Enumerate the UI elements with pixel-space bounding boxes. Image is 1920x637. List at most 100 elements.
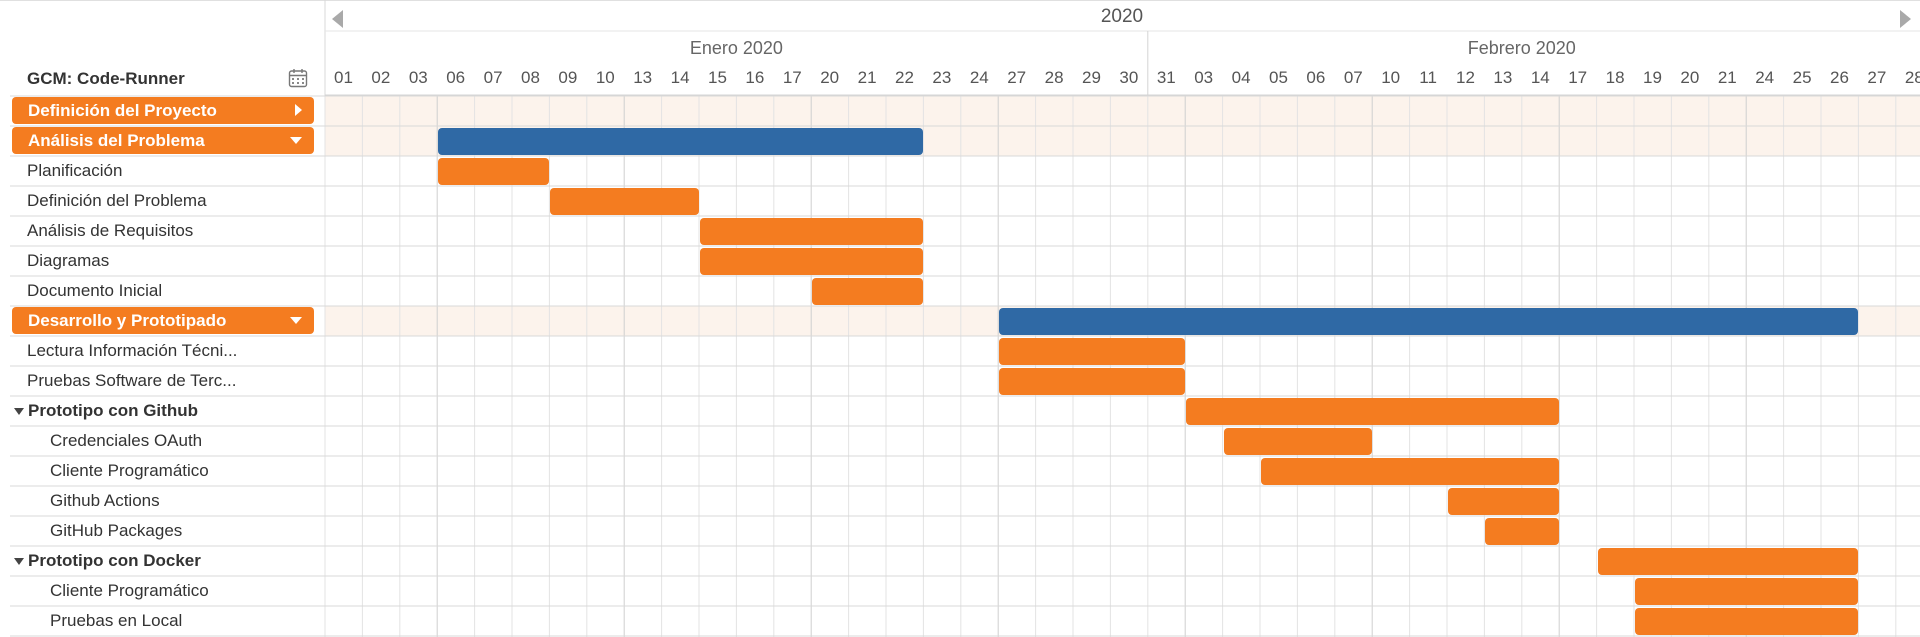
previous-period-icon[interactable] [332, 10, 343, 28]
task-label: Planificación [27, 161, 123, 180]
day-label: 20 [1680, 68, 1700, 87]
day-label: 22 [895, 68, 914, 87]
collapse-icon[interactable] [290, 317, 302, 324]
day-label: 09 [558, 68, 578, 87]
day-label: 05 [1269, 68, 1288, 87]
month-label-enero: Enero 2020 [689, 38, 783, 58]
day-label: 24 [1755, 68, 1775, 87]
day-label: 10 [595, 68, 615, 87]
day-label: 01 [334, 68, 353, 87]
task-label: Github Actions [50, 491, 160, 510]
task-bar[interactable] [1223, 428, 1373, 455]
task-row[interactable]: Planificación [12, 156, 312, 186]
year-label: 2020 [1100, 6, 1144, 27]
group-label: Prototipo con Docker [28, 551, 201, 570]
day-label: 17 [1568, 68, 1588, 87]
task-row[interactable]: Github Actions [12, 486, 312, 516]
day-label: 02 [371, 68, 391, 87]
collapse-icon[interactable] [14, 408, 24, 415]
summary-bar[interactable] [438, 128, 924, 155]
collapse-icon[interactable] [290, 137, 302, 144]
task-bar[interactable] [1186, 398, 1560, 425]
task-bar[interactable] [438, 158, 550, 185]
task-bar[interactable] [1635, 608, 1859, 635]
day-label: 25 [1792, 68, 1812, 87]
phase-row-band [325, 96, 1920, 126]
task-row[interactable]: Documento Inicial [12, 276, 312, 306]
task-label: Cliente Programático [50, 461, 209, 480]
day-label: 29 [1082, 68, 1101, 87]
task-label: Pruebas en Local [50, 611, 183, 630]
task-row[interactable]: Definición del Problema [12, 186, 312, 216]
group-row[interactable]: Prototipo con Github [12, 396, 312, 426]
task-row[interactable]: Pruebas Software de Terc... [12, 366, 312, 396]
day-label: 28 [1904, 68, 1920, 87]
task-bar[interactable] [999, 368, 1186, 395]
day-label: 24 [969, 68, 989, 87]
task-label: Credenciales OAuth [50, 431, 203, 450]
task-bar[interactable] [1635, 578, 1859, 605]
task-label: Diagramas [27, 251, 110, 270]
summary-bar[interactable] [999, 308, 1859, 335]
collapse-icon[interactable] [14, 558, 24, 565]
day-label: 07 [483, 68, 503, 87]
day-label: 17 [782, 68, 802, 87]
task-row[interactable]: Pruebas en Local [12, 606, 312, 636]
task-row[interactable]: Análisis de Requisitos [12, 216, 312, 246]
task-bar[interactable] [550, 188, 699, 215]
group-label: Prototipo con Github [28, 401, 198, 420]
phase-row-2[interactable]: Análisis del Problema [12, 127, 314, 154]
task-label: Análisis de Requisitos [27, 221, 194, 240]
task-row[interactable]: GitHub Packages [12, 516, 312, 546]
day-label: 04 [1231, 68, 1251, 87]
day-label: 14 [1530, 68, 1550, 87]
day-label: 11 [1419, 68, 1437, 87]
phase-label: Definición del Proyecto [28, 101, 217, 120]
day-label: 31 [1156, 68, 1176, 87]
task-bar[interactable] [812, 278, 924, 305]
task-row[interactable]: Cliente Programático [12, 456, 312, 486]
day-label: 07 [1343, 68, 1363, 87]
task-bar[interactable] [700, 218, 924, 245]
task-row[interactable]: Lectura Información Técni... [12, 336, 312, 366]
expand-icon[interactable] [295, 104, 302, 116]
day-label: 03 [408, 68, 428, 87]
task-bar[interactable] [999, 338, 1186, 365]
day-label: 06 [446, 68, 466, 87]
project-title: GCM: Code-Runner [27, 69, 185, 88]
day-label: 13 [633, 68, 653, 87]
task-bar[interactable] [700, 248, 924, 275]
task-label: Pruebas Software de Terc... [27, 371, 237, 390]
phase-label: Análisis del Problema [28, 131, 205, 150]
day-label: 12 [1456, 68, 1475, 87]
task-label: Cliente Programático [50, 581, 209, 600]
day-label: 30 [1119, 68, 1139, 87]
day-label: 27 [1867, 68, 1887, 87]
day-label: 21 [1717, 68, 1737, 87]
day-label: 18 [1605, 68, 1625, 87]
task-row[interactable]: Diagramas [12, 246, 312, 276]
task-bar[interactable] [1597, 548, 1859, 575]
day-label: 26 [1830, 68, 1849, 87]
task-bar[interactable] [1485, 518, 1560, 545]
task-label: GitHub Packages [50, 521, 183, 540]
day-label: 28 [1044, 68, 1064, 87]
day-label: 27 [1007, 68, 1027, 87]
day-label: 23 [932, 68, 952, 87]
next-period-icon[interactable] [1900, 10, 1911, 28]
task-row[interactable]: Cliente Programático [12, 576, 312, 606]
group-row[interactable]: Prototipo con Docker [12, 546, 312, 576]
day-label: 21 [857, 68, 877, 87]
phase-row-8[interactable]: Desarrollo y Prototipado [12, 307, 314, 334]
calendar-icon[interactable] [288, 68, 308, 88]
day-label: 19 [1643, 68, 1662, 87]
task-label: Definición del Problema [27, 191, 207, 210]
day-label: 14 [670, 68, 690, 87]
task-bar[interactable] [1261, 458, 1560, 485]
day-label: 10 [1381, 68, 1401, 87]
day-label: 20 [820, 68, 840, 87]
phase-row-1[interactable]: Definición del Proyecto [12, 97, 314, 124]
task-row[interactable]: Credenciales OAuth [12, 426, 312, 456]
task-bar[interactable] [1448, 488, 1560, 515]
